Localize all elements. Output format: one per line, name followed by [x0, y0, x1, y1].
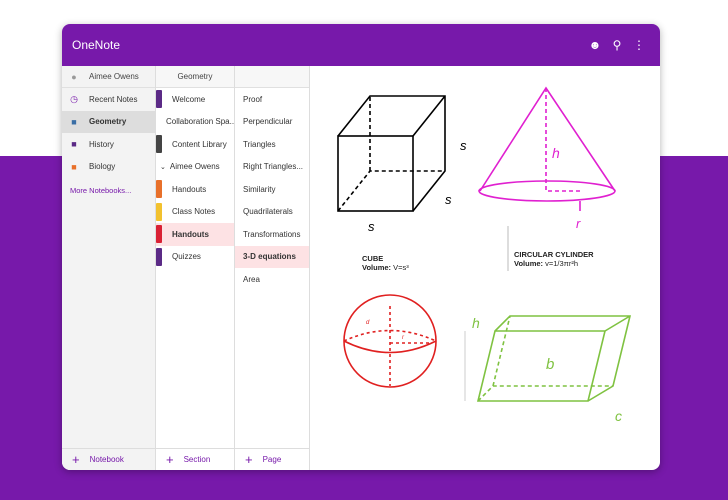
section-item[interactable]: ⌄ Aimee Owens	[156, 156, 234, 179]
notebook-icon: ■	[71, 161, 77, 172]
cube-title: CUBE	[362, 254, 384, 263]
section-label: Aimee Owens	[169, 162, 220, 172]
cone-label-r: r	[576, 216, 581, 231]
notebook-label: Recent Notes	[89, 94, 138, 104]
plus-icon: +	[72, 452, 80, 467]
add-page-button[interactable]: + Page	[235, 448, 309, 470]
notebook-item[interactable]: ■ History	[62, 133, 155, 156]
notebook-list: ● Aimee Owens ◷ Recent Notes ■ Geometry ■ Hist…	[62, 66, 156, 470]
cube-label-s: s	[368, 219, 375, 234]
page-item[interactable]: Triangles	[243, 139, 276, 149]
section-label: Handouts	[172, 184, 207, 194]
prism-label-b: b	[546, 356, 554, 373]
section-item[interactable]: Handouts	[156, 178, 234, 201]
chevron-down-icon[interactable]: ⌄	[160, 163, 166, 171]
section-item[interactable]: Content Library	[156, 133, 234, 156]
notebook-label: History	[89, 139, 114, 149]
notebook-label: Biology	[89, 162, 116, 172]
section-item[interactable]: Welcome	[156, 88, 234, 111]
prism-drawing	[464, 315, 632, 402]
section-label: Content Library	[172, 139, 227, 149]
section-item[interactable]: Class Notes	[156, 201, 234, 224]
add-page-label: Page	[262, 455, 282, 464]
section-color-tab	[156, 90, 162, 109]
notebook-icon: ■	[71, 116, 77, 127]
section-color-tab	[156, 202, 162, 221]
cube-formula: V=s³	[393, 263, 409, 272]
cube-caption: CUBE Volume: V=s³	[362, 254, 409, 272]
cone-caption: CIRCULAR CYLINDER Volume: v=1/3πr²h	[514, 250, 594, 268]
search-icon[interactable]: ⚲	[612, 38, 622, 52]
page-list-header	[235, 66, 309, 88]
page-item[interactable]: Proof	[243, 94, 263, 104]
section-label: Handouts	[172, 229, 209, 239]
account-row[interactable]: ● Aimee Owens	[62, 66, 155, 88]
section-color-tab	[156, 225, 162, 244]
page-item[interactable]: Area	[243, 274, 260, 284]
cone-formula: v=1/3πr²h	[545, 259, 579, 268]
page-item[interactable]: 3-D equations	[235, 245, 309, 268]
page-item[interactable]: Perpendicular	[243, 117, 293, 127]
section-label: Welcome	[172, 94, 206, 104]
section-list-title: Geometry	[156, 66, 234, 88]
page-item[interactable]: Transformations	[243, 229, 301, 239]
section-label: Quizzes	[172, 252, 201, 262]
section-color-tab	[156, 247, 162, 266]
section-label: Class Notes	[172, 207, 216, 217]
cone-drawing	[478, 86, 616, 211]
more-notebooks-link[interactable]: More Notebooks...	[70, 186, 132, 195]
prism-label-c: c	[615, 408, 622, 424]
section-list: Geometry Welcome Collaboration Spa... Cont…	[156, 66, 235, 470]
sphere-label-d: d	[366, 320, 370, 326]
cone-title: CIRCULAR CYLINDER	[514, 250, 594, 259]
more-vertical-icon[interactable]: ⋮	[633, 38, 645, 52]
notebook-label: Geometry	[89, 117, 127, 127]
onenote-window: OneNote ☻ ⚲ ⋮ ● Aimee Owens ◷ Recent Notes…	[62, 24, 660, 470]
section-item[interactable]: Collaboration Spa...	[156, 111, 234, 134]
notebook-item[interactable]: ■ Geometry	[62, 110, 155, 133]
notebook-item[interactable]: ■ Biology	[62, 156, 155, 179]
section-item[interactable]: Handouts	[156, 223, 234, 246]
clock-icon: ◷	[70, 93, 78, 104]
drawings: s s s h r d r h b c	[337, 86, 632, 424]
notebook-icon: ■	[71, 139, 77, 150]
smiley-icon[interactable]: ☻	[588, 38, 602, 52]
page-list: Proof Perpendicular Triangles Right Triangl…	[235, 66, 310, 470]
page-item[interactable]: Similarity	[243, 184, 276, 194]
note-canvas[interactable]: s s s h r d r h b c CUBE Volume: V=s³ CI…	[310, 66, 660, 470]
app-title: OneNote	[72, 38, 121, 52]
page-item[interactable]: Quadrilaterals	[243, 207, 293, 217]
title-bar: OneNote ☻ ⚲ ⋮	[62, 24, 660, 66]
cube-label-s: s	[460, 138, 467, 153]
section-color-tab	[156, 135, 162, 154]
section-color-tab	[156, 180, 162, 199]
user-name: Aimee Owens	[89, 72, 139, 81]
sphere-drawing	[343, 294, 437, 388]
notebook-item[interactable]: ◷ Recent Notes	[62, 88, 155, 111]
section-label: Collaboration Spa...	[166, 117, 234, 127]
add-notebook-button[interactable]: + Notebook	[62, 448, 155, 470]
volume-label: Volume:	[514, 259, 544, 268]
section-item[interactable]: Quizzes	[156, 246, 234, 269]
add-section-button[interactable]: + Section	[156, 448, 234, 470]
page-item[interactable]: Right Triangles...	[243, 162, 304, 172]
add-notebook-label: Notebook	[89, 455, 124, 464]
cone-label-h: h	[552, 145, 560, 161]
plus-icon: +	[245, 452, 253, 467]
volume-label: Volume:	[362, 263, 392, 272]
prism-label-h: h	[472, 315, 480, 331]
sphere-label-r: r	[402, 335, 405, 341]
plus-icon: +	[166, 452, 174, 467]
cube-drawing	[337, 95, 446, 212]
cube-label-s: s	[445, 192, 452, 207]
globe-icon: ●	[71, 71, 77, 82]
add-section-label: Section	[183, 455, 211, 464]
